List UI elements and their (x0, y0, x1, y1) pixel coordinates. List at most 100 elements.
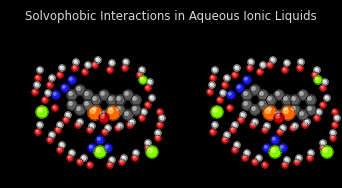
Circle shape (77, 119, 83, 125)
Circle shape (242, 90, 252, 100)
Circle shape (320, 85, 326, 91)
Circle shape (333, 110, 335, 112)
Circle shape (263, 128, 265, 130)
Circle shape (146, 146, 158, 158)
Circle shape (227, 105, 233, 111)
Circle shape (107, 162, 113, 168)
Circle shape (315, 116, 317, 118)
Circle shape (244, 150, 250, 156)
Circle shape (108, 68, 110, 70)
Circle shape (133, 97, 136, 100)
Circle shape (210, 83, 212, 85)
Circle shape (134, 151, 136, 153)
Circle shape (253, 160, 255, 162)
Circle shape (70, 151, 72, 153)
Circle shape (298, 90, 308, 100)
Circle shape (221, 91, 223, 93)
Circle shape (233, 123, 235, 125)
Circle shape (262, 127, 268, 133)
Circle shape (274, 110, 284, 120)
Circle shape (73, 59, 79, 65)
Circle shape (250, 85, 260, 95)
Circle shape (125, 92, 128, 95)
Circle shape (207, 89, 213, 95)
Circle shape (92, 62, 98, 68)
Circle shape (109, 107, 112, 110)
Circle shape (73, 66, 75, 68)
Circle shape (308, 107, 311, 110)
Circle shape (72, 65, 78, 71)
Circle shape (35, 75, 41, 81)
Circle shape (35, 83, 37, 85)
Circle shape (223, 83, 225, 85)
Circle shape (209, 82, 215, 88)
Circle shape (48, 83, 50, 85)
Circle shape (323, 148, 327, 152)
Circle shape (127, 122, 133, 128)
Circle shape (230, 127, 236, 133)
Circle shape (95, 57, 101, 63)
Circle shape (258, 90, 268, 100)
Circle shape (234, 142, 240, 148)
Circle shape (155, 135, 161, 141)
Circle shape (220, 90, 226, 96)
Circle shape (306, 105, 316, 115)
Circle shape (276, 92, 279, 95)
Circle shape (266, 95, 276, 105)
Circle shape (271, 58, 273, 60)
Circle shape (157, 109, 163, 115)
Circle shape (282, 95, 292, 105)
Circle shape (103, 130, 105, 132)
Circle shape (304, 119, 310, 125)
Circle shape (313, 73, 315, 75)
Circle shape (265, 124, 267, 126)
Circle shape (91, 95, 101, 105)
Circle shape (131, 95, 141, 105)
Circle shape (60, 66, 62, 68)
Circle shape (36, 106, 48, 118)
Circle shape (36, 130, 38, 132)
Circle shape (148, 148, 152, 152)
Circle shape (278, 130, 280, 132)
Circle shape (83, 100, 93, 110)
Circle shape (129, 119, 135, 125)
Circle shape (107, 105, 117, 115)
Circle shape (213, 68, 215, 70)
Circle shape (77, 159, 83, 165)
Circle shape (96, 148, 100, 152)
Circle shape (123, 110, 133, 120)
Circle shape (75, 105, 85, 115)
Circle shape (59, 65, 65, 71)
Circle shape (148, 80, 150, 82)
Circle shape (145, 140, 151, 146)
Circle shape (306, 95, 316, 105)
Circle shape (107, 95, 117, 105)
Circle shape (212, 67, 218, 73)
Circle shape (52, 91, 60, 99)
Circle shape (263, 144, 271, 152)
Circle shape (236, 84, 244, 92)
Circle shape (45, 90, 51, 96)
Circle shape (34, 82, 40, 88)
Circle shape (96, 58, 98, 60)
Circle shape (68, 76, 76, 84)
Circle shape (83, 90, 93, 100)
Circle shape (137, 72, 143, 78)
Circle shape (119, 159, 125, 165)
Circle shape (33, 90, 35, 92)
Circle shape (42, 97, 48, 103)
Circle shape (157, 122, 163, 128)
Circle shape (316, 109, 322, 115)
Circle shape (251, 123, 253, 125)
Circle shape (32, 89, 38, 95)
Circle shape (297, 156, 299, 158)
Circle shape (87, 162, 93, 168)
Circle shape (263, 163, 265, 165)
Circle shape (256, 155, 262, 161)
Circle shape (38, 108, 42, 112)
Circle shape (50, 133, 52, 135)
Circle shape (146, 146, 148, 148)
Circle shape (62, 85, 65, 88)
Circle shape (279, 144, 287, 152)
Circle shape (321, 103, 323, 105)
